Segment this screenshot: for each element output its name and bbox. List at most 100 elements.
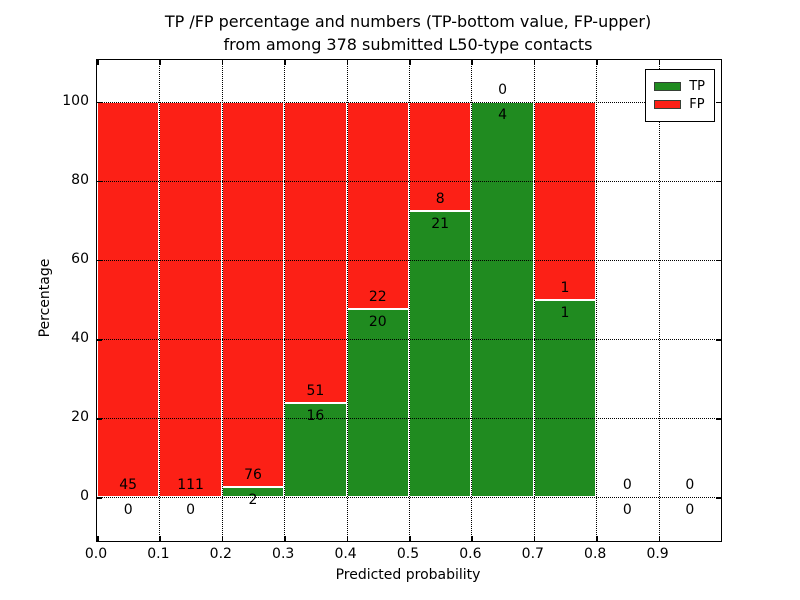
bar-fp-0.3-0.4 <box>284 101 347 403</box>
tick-x-bottom-0.4 <box>346 536 349 541</box>
tick-x-bottom-0.8 <box>596 536 598 541</box>
label-fp-count-0.9-1.0: 0 <box>685 477 695 494</box>
legend-label-FP: FP <box>689 97 705 112</box>
gridline-x-0.8 <box>596 60 598 541</box>
tick-x-top-0.2 <box>221 60 224 65</box>
label-fp-count-0.8-0.9: 0 <box>622 477 632 494</box>
tick-y-right-60 <box>716 259 721 262</box>
tick-y-right-80 <box>716 180 721 183</box>
tick-y-right-40 <box>716 339 721 341</box>
x-tick-label-0.4: 0.4 <box>334 546 357 562</box>
legend-swatch-FP <box>654 100 682 109</box>
tick-x-top-0.0 <box>97 60 99 65</box>
tick-x-bottom-0.7 <box>533 536 536 541</box>
label-tp-count-0.2-0.3: 2 <box>248 492 258 509</box>
y-axis-label: Percentage <box>37 258 53 338</box>
tick-y-right-100 <box>716 101 721 104</box>
legend-swatch-TP <box>654 82 682 91</box>
x-tick-label-0.2: 0.2 <box>209 546 232 562</box>
tick-x-bottom-0.6 <box>471 536 473 541</box>
bar-fp-0.5-0.6 <box>409 101 472 211</box>
label-tp-count-0.1-0.2: 0 <box>186 502 196 519</box>
y-tick-label-80: 80 <box>71 171 89 188</box>
gridline-x-0.3 <box>284 60 286 541</box>
x-tick-label-0.8: 0.8 <box>584 546 607 562</box>
tick-x-top-0.5 <box>409 60 411 65</box>
y-tick-label-100: 100 <box>62 92 89 109</box>
x-tick-label-0.9: 0.9 <box>646 546 669 562</box>
legend-entry-FP: FP <box>654 97 705 112</box>
bar-fp-0.0-0.1 <box>97 101 160 498</box>
label-tp-count-0.5-0.6: 21 <box>431 215 450 232</box>
tick-x-top-0.3 <box>284 60 286 65</box>
gridline-x-0.7 <box>533 60 535 541</box>
label-tp-count-0.3-0.4: 16 <box>306 407 325 424</box>
tick-x-bottom-0.2 <box>221 536 224 541</box>
label-tp-count-0.7-0.8: 1 <box>560 304 570 321</box>
y-tick-label-60: 60 <box>71 250 89 267</box>
tick-x-bottom-0.5 <box>409 536 411 541</box>
x-tick-label-0.1: 0.1 <box>147 546 170 562</box>
bar-tp-0.7-0.8 <box>533 299 597 498</box>
tick-x-bottom-0.9 <box>658 536 661 541</box>
y-tick-label-40: 40 <box>71 330 89 347</box>
gridline-x-0.5 <box>409 60 410 541</box>
bar-fp-0.2-0.3 <box>221 101 285 488</box>
gridline-x-0.4 <box>346 60 348 541</box>
tick-y-left-20 <box>97 418 102 420</box>
label-tp-count-0.8-0.9: 0 <box>622 502 632 519</box>
label-tp-count-0.6-0.7: 4 <box>498 106 508 123</box>
label-fp-count-0.1-0.2: 111 <box>177 477 204 494</box>
label-fp-count-0.5-0.6: 8 <box>435 190 445 207</box>
tick-y-left-60 <box>97 259 102 262</box>
label-fp-count-0.7-0.8: 1 <box>560 279 570 296</box>
label-fp-count-0.6-0.7: 0 <box>498 81 508 98</box>
gridline-x-0.1 <box>159 60 161 541</box>
tick-y-left-100 <box>97 101 102 104</box>
bar-tp-0.6-0.7 <box>471 101 534 498</box>
gridline-x-0.6 <box>471 60 473 541</box>
tick-x-bottom-0.3 <box>284 536 286 541</box>
legend-label-TP: TP <box>689 79 705 94</box>
legend: TP FP <box>645 69 715 122</box>
gridline-x-0.2 <box>221 60 223 541</box>
chart-title-line1: TP /FP percentage and numbers (TP-bottom… <box>164 12 652 31</box>
x-tick-label-0.0: 0.0 <box>84 546 108 562</box>
tick-x-top-0.6 <box>471 60 473 65</box>
label-tp-count-0.4-0.5: 20 <box>368 313 387 330</box>
gridline-x-0.9 <box>658 60 660 541</box>
label-tp-count-0.9-1.0: 0 <box>685 502 695 519</box>
chart-title-line2: from among 378 submitted L50-type contac… <box>223 35 593 54</box>
x-tick-label-0.7: 0.7 <box>521 546 544 562</box>
x-tick-label-0.6: 0.6 <box>459 546 482 562</box>
tick-y-right-20 <box>716 418 721 420</box>
bar-tp-0.4-0.5 <box>346 308 409 498</box>
y-tick-label-20: 20 <box>71 409 89 426</box>
x-tick-label-0.3: 0.3 <box>272 546 295 562</box>
x-tick-label-0.5: 0.5 <box>396 546 420 562</box>
tick-y-left-80 <box>97 180 102 183</box>
x-axis-label: Predicted probability <box>335 567 481 583</box>
tick-y-right-0 <box>716 497 721 499</box>
label-tp-count-0.0-0.1: 0 <box>123 502 133 519</box>
label-fp-count-0.4-0.5: 22 <box>368 288 387 305</box>
tick-x-top-0.4 <box>346 60 349 65</box>
tick-x-bottom-0.1 <box>159 536 161 541</box>
label-fp-count-0.0-0.1: 45 <box>119 477 138 494</box>
label-fp-count-0.3-0.4: 51 <box>306 382 325 399</box>
bar-fp-0.1-0.2 <box>159 101 222 498</box>
tick-x-top-0.7 <box>533 60 536 65</box>
legend-entry-TP: TP <box>654 79 705 94</box>
plot-area: 45 0 111 0 76 2 51 16 22 20 8 21 0 4 1 1 0 0 0 0 TP FP <box>96 59 722 542</box>
bar-fp-0.4-0.5 <box>346 101 409 309</box>
tick-y-left-0 <box>97 497 102 499</box>
tick-x-top-0.8 <box>596 60 598 65</box>
tick-x-top-0.9 <box>658 60 661 65</box>
bar-tp-0.5-0.6 <box>409 210 472 498</box>
y-tick-label-0: 0 <box>80 488 89 505</box>
tick-x-top-0.1 <box>159 60 161 65</box>
tick-x-bottom-0.0 <box>97 536 99 541</box>
chart-title: TP /FP percentage and numbers (TP-bottom… <box>96 10 720 56</box>
tick-y-left-40 <box>97 339 102 341</box>
